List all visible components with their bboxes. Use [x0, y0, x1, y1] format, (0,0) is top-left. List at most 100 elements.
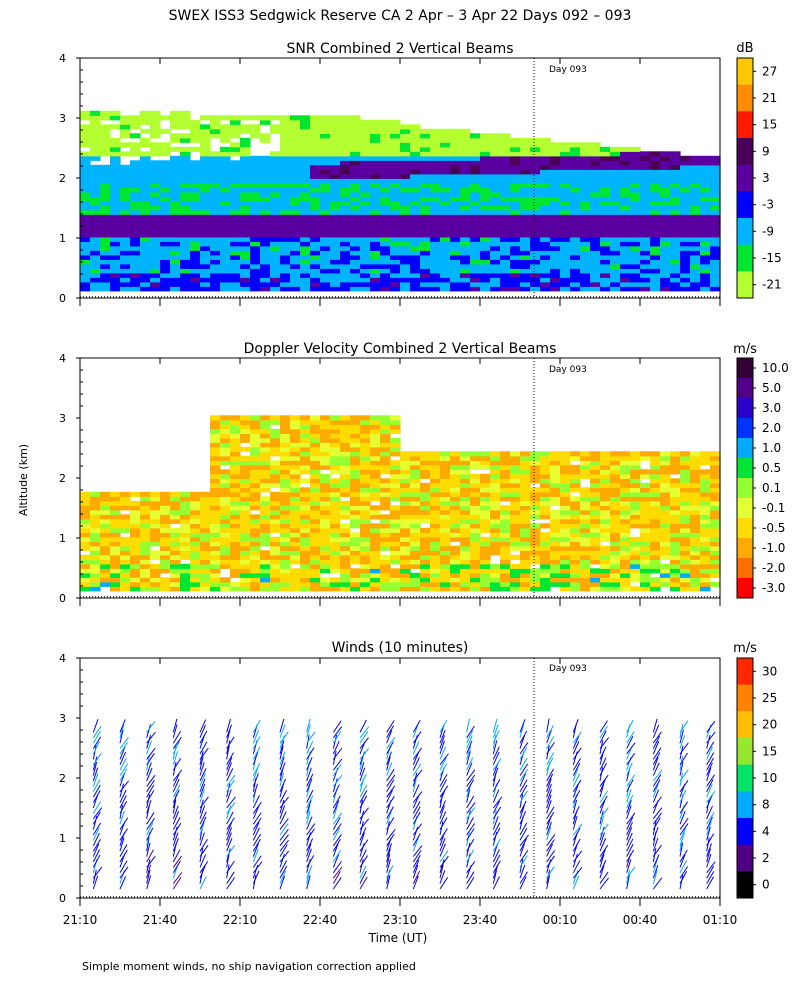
doppler-cell — [490, 581, 501, 587]
doppler-cell — [700, 559, 711, 565]
doppler-cell — [100, 563, 111, 569]
snr-cell — [180, 232, 191, 238]
snr-cell — [460, 160, 471, 166]
doppler-cell — [240, 554, 251, 560]
snr-cell — [310, 169, 321, 175]
doppler-cell — [340, 554, 351, 560]
wind-barb — [439, 785, 449, 798]
doppler-cell — [490, 586, 501, 592]
snr-cell — [370, 146, 381, 152]
doppler-cell — [290, 559, 301, 565]
doppler-cell — [520, 545, 531, 551]
snr-cell — [380, 250, 391, 256]
wind-barb — [199, 839, 208, 852]
snr-cell — [530, 160, 541, 166]
doppler-cell — [410, 487, 421, 493]
snr-cell — [610, 254, 621, 260]
doppler-cell — [250, 491, 261, 497]
doppler-cell — [490, 523, 501, 529]
doppler-cell — [490, 487, 501, 493]
snr-cell — [710, 187, 721, 193]
snr-cell — [590, 209, 601, 215]
snr-cell — [350, 263, 361, 269]
doppler-cell — [580, 559, 591, 565]
doppler-cell — [630, 523, 641, 529]
doppler-cell — [430, 482, 441, 488]
wind-barb — [306, 843, 312, 857]
doppler-cell — [590, 572, 601, 578]
snr-cell — [390, 137, 401, 143]
snr-cell — [420, 209, 431, 215]
doppler-cell — [440, 455, 451, 461]
doppler-cell — [610, 586, 621, 592]
wind-barb — [92, 725, 102, 739]
snr-cell — [230, 124, 241, 130]
snr-cell — [550, 155, 561, 161]
snr-cell — [460, 200, 471, 206]
doppler-cell — [260, 550, 271, 556]
doppler-cell — [220, 424, 231, 430]
doppler-cell — [410, 532, 421, 538]
doppler-cell — [710, 464, 721, 470]
snr-cell — [330, 146, 341, 152]
snr-cell — [160, 259, 171, 265]
snr-cell — [370, 164, 381, 170]
snr-cell — [660, 151, 671, 157]
doppler-cell — [560, 464, 571, 470]
doppler-cell — [430, 469, 441, 475]
doppler-cell — [350, 496, 361, 502]
doppler-cell — [270, 464, 281, 470]
snr-cell — [350, 241, 361, 247]
snr-cell — [440, 241, 451, 247]
wind-barb — [279, 850, 290, 863]
snr-cell — [600, 286, 611, 292]
snr-cell — [380, 146, 391, 152]
doppler-cell — [680, 491, 691, 497]
wind-barb — [546, 725, 554, 739]
doppler-cell — [260, 464, 271, 470]
snr-cell — [200, 268, 211, 274]
snr-cell — [120, 151, 131, 157]
doppler-cell — [670, 581, 681, 587]
doppler-cell — [630, 469, 641, 475]
snr-cell — [250, 196, 261, 202]
doppler-cell — [290, 514, 301, 520]
snr-cell — [340, 133, 351, 139]
doppler-cell — [140, 527, 151, 533]
snr-cell — [430, 268, 441, 274]
doppler-cell — [510, 541, 521, 547]
snr-cell — [390, 173, 401, 179]
doppler-cell — [590, 586, 601, 592]
snr-cell — [570, 236, 581, 242]
snr-cell — [650, 169, 661, 175]
snr-cell — [110, 263, 121, 269]
doppler-cell — [320, 451, 331, 457]
doppler-cell — [230, 572, 241, 578]
snr-cell — [240, 128, 251, 134]
wind-barb — [599, 730, 607, 744]
wind-barb — [306, 823, 316, 836]
doppler-cell — [530, 532, 541, 538]
snr-cell — [180, 218, 191, 224]
snr-cell — [150, 245, 161, 251]
snr-cell — [80, 241, 91, 247]
snr-cell — [120, 277, 131, 283]
doppler-cell — [510, 527, 521, 533]
doppler-cell — [670, 568, 681, 574]
doppler-cell — [150, 550, 161, 556]
snr-cell — [470, 236, 481, 242]
snr-cell — [100, 272, 111, 278]
doppler-cell — [270, 577, 281, 583]
snr-cell — [320, 200, 331, 206]
doppler-cell — [530, 545, 541, 551]
wind-barb — [306, 757, 313, 771]
doppler-cell — [440, 568, 451, 574]
snr-cell — [230, 263, 241, 269]
snr-cell — [280, 191, 291, 197]
snr-cell — [80, 200, 91, 206]
wind-barb — [252, 719, 261, 733]
doppler-cell — [570, 532, 581, 538]
snr-cell — [300, 205, 311, 211]
wind-barb — [492, 767, 499, 782]
doppler-cell — [610, 451, 621, 457]
